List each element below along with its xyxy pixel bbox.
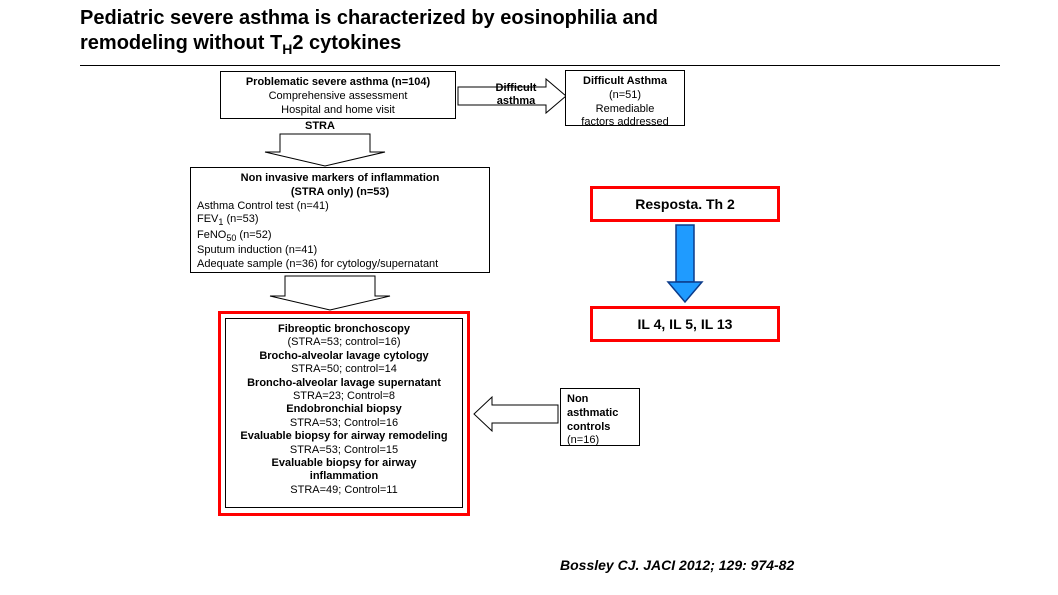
bronch-line: inflammation bbox=[232, 470, 456, 483]
markers-feno-tail: (n=52) bbox=[236, 229, 271, 241]
markers-feno-sub: 50 bbox=[226, 233, 236, 243]
markers-line-feno: FeNO50 (n=52) bbox=[197, 229, 483, 244]
topbox-l3: Hospital and home visit bbox=[227, 104, 449, 118]
label-stra: STRA bbox=[305, 120, 335, 132]
difficultbox-l1: Difficult Asthma bbox=[572, 75, 678, 89]
title-line2-post: 2 cytokines bbox=[292, 32, 401, 54]
bronch-line: Evaluable biopsy for airway remodeling bbox=[232, 430, 456, 443]
difficultbox-l2: (n=51) bbox=[572, 89, 678, 103]
markers-line-adequate: Adequate sample (n=36) for cytology/supe… bbox=[197, 258, 483, 272]
arrow-down-icon bbox=[265, 134, 385, 166]
page-title: Pediatric severe asthma is characterized… bbox=[80, 6, 1000, 66]
markers-header: Non invasive markers of inflammation bbox=[197, 172, 483, 186]
box-problematic-asthma: Problematic severe asthma (n=104) Compre… bbox=[220, 71, 456, 119]
title-line1: Pediatric severe asthma is characterized… bbox=[80, 6, 1000, 31]
controls-l3: controls bbox=[567, 421, 633, 435]
bronch-line: Broncho-alveolar lavage supernatant bbox=[232, 377, 456, 390]
box-noninvasive-markers: Non invasive markers of inflammation (ST… bbox=[190, 167, 490, 273]
bronch-line: STRA=49; Control=11 bbox=[232, 484, 456, 497]
markers-line-act: Asthma Control test (n=41) bbox=[197, 200, 483, 214]
bronch-line: Endobronchial biopsy bbox=[232, 403, 456, 416]
difficultbox-l3: Remediable bbox=[572, 103, 678, 117]
title-divider bbox=[80, 65, 1000, 66]
resposta-text: Resposta. Th 2 bbox=[635, 196, 735, 212]
bronch-line: STRA=50; control=14 bbox=[232, 363, 456, 376]
difficult-l2: asthma bbox=[491, 95, 541, 108]
title-line2-sub: H bbox=[282, 41, 292, 57]
markers-feno: FeNO bbox=[197, 229, 226, 241]
difficultbox-l4: factors addressed bbox=[572, 116, 678, 130]
difficult-l1: Difficult bbox=[491, 82, 541, 95]
markers-fev: FEV bbox=[197, 213, 218, 225]
bronch-line: Brocho-alveolar lavage cytology bbox=[232, 350, 456, 363]
citation: Bossley CJ. JACI 2012; 129: 974-82 bbox=[560, 557, 794, 573]
arrow-down-icon bbox=[270, 276, 390, 310]
controls-l1: Non bbox=[567, 393, 633, 407]
canvas: Pediatric severe asthma is characterized… bbox=[0, 0, 1058, 595]
box-difficult-asthma: Difficult Asthma (n=51) Remediable facto… bbox=[565, 70, 685, 126]
markers-fev-tail: (n=53) bbox=[223, 213, 258, 225]
bronch-line: Fibreoptic bronchoscopy bbox=[232, 323, 456, 336]
controls-l2: asthmatic bbox=[567, 407, 633, 421]
il-text: IL 4, IL 5, IL 13 bbox=[638, 316, 733, 332]
box-bronchoscopy: Fibreoptic bronchoscopy(STRA=53; control… bbox=[225, 318, 463, 508]
markers-line-sputum: Sputum induction (n=41) bbox=[197, 244, 483, 258]
label-difficult-asthma: Difficult asthma bbox=[491, 82, 541, 108]
topbox-l1: Problematic severe asthma (n=104) bbox=[227, 76, 449, 90]
title-line2-pre: remodeling without T bbox=[80, 32, 282, 54]
markers-sub: (STRA only) (n=53) bbox=[197, 186, 483, 200]
bronch-line: STRA=23; Control=8 bbox=[232, 390, 456, 403]
box-nonasthmatic-controls: Non asthmatic controls (n=16) bbox=[560, 388, 640, 446]
title-line2: remodeling without TH2 cytokines bbox=[80, 31, 1000, 59]
box-interleukins: IL 4, IL 5, IL 13 bbox=[590, 306, 780, 342]
bronch-line: STRA=53; Control=16 bbox=[232, 417, 456, 430]
topbox-l2: Comprehensive assessment bbox=[227, 90, 449, 104]
arrow-left-icon bbox=[474, 397, 558, 431]
bronch-line: STRA=53; Control=15 bbox=[232, 444, 456, 457]
bronch-line: Evaluable biopsy for airway bbox=[232, 457, 456, 470]
markers-line-fev: FEV1 (n=53) bbox=[197, 213, 483, 228]
blue-arrow-down-icon bbox=[668, 225, 702, 302]
controls-l4: (n=16) bbox=[567, 434, 633, 448]
bronch-line: (STRA=53; control=16) bbox=[232, 336, 456, 349]
box-resposta-th2: Resposta. Th 2 bbox=[590, 186, 780, 222]
